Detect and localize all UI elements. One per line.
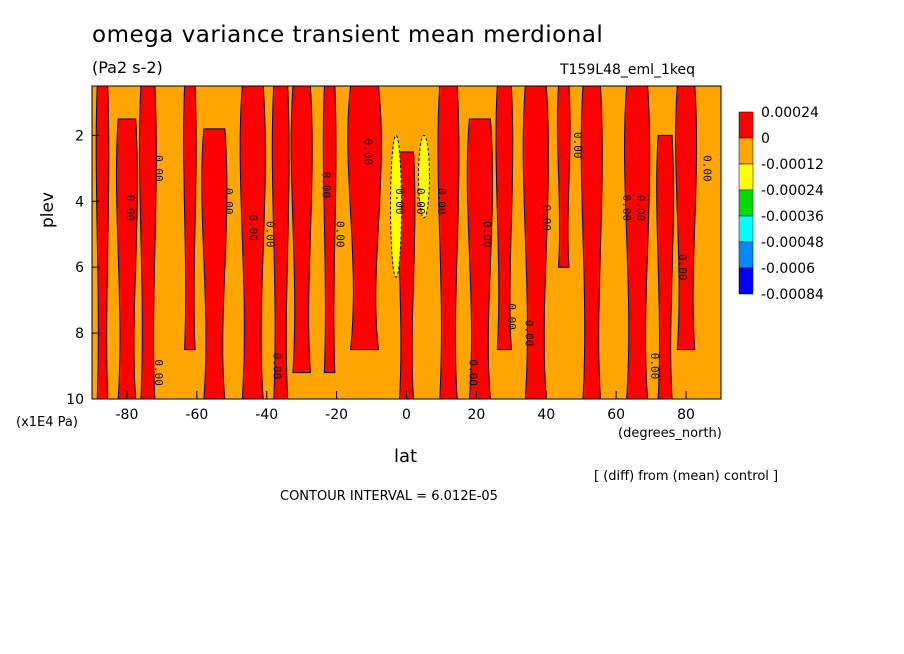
y-axis-units: (x1E4 Pa) [16, 415, 78, 430]
colorbar-swatch [738, 163, 754, 191]
contour-label: 0.00 [571, 132, 584, 159]
positive-band [139, 85, 157, 400]
contour-label: 0.00 [393, 188, 406, 215]
y-tick-label: 2 [75, 128, 84, 144]
colorbar-swatch [738, 137, 754, 165]
positive-band [675, 85, 698, 351]
contour-label: 0.00 [634, 195, 647, 222]
positive-band [239, 85, 266, 400]
chart-title: omega variance transient mean merdional [92, 22, 604, 48]
x-tick-label: 40 [537, 407, 555, 423]
contour-label: 0.00 [271, 353, 284, 380]
chart-units: (Pa2 s-2) [92, 58, 163, 77]
positive-band [201, 128, 228, 400]
x-tick-label: 20 [467, 407, 485, 423]
positive-band [290, 85, 313, 374]
negative-patch [417, 134, 430, 219]
y-tick-label: 4 [75, 194, 84, 210]
contour-label: 0.00 [362, 139, 375, 166]
positive-band [495, 85, 514, 351]
contour-label: 0.00 [264, 221, 277, 248]
contour-label: 0.00 [152, 359, 165, 386]
x-tick-label: -80 [116, 407, 139, 423]
x-tick-label: 0 [402, 407, 411, 423]
contour-label: 0.00 [701, 155, 714, 182]
negative-patch [390, 134, 403, 278]
contour-label: 0.00 [320, 172, 333, 199]
contour-label: 0.00 [505, 303, 518, 330]
contour-label: 0.00 [124, 195, 137, 222]
x-tick-label: 60 [607, 407, 625, 423]
positive-band [95, 85, 110, 400]
x-tick-label: -40 [255, 407, 278, 423]
colorbar-swatch [738, 189, 754, 217]
x-axis-label: lat [394, 446, 418, 467]
colorbar-label: 0 [761, 131, 770, 147]
colorbar-label: -0.00048 [761, 235, 824, 251]
positive-band [322, 85, 337, 374]
contour-label: 0.00 [648, 353, 661, 380]
x-axis-units: (degrees_north) [618, 426, 722, 441]
contour-label: 0.00 [246, 214, 259, 241]
colorbar-label: -0.0006 [761, 261, 815, 277]
colorbar-label: 0.00024 [761, 105, 819, 121]
colorbar-label: -0.00036 [761, 209, 824, 225]
contour-label: 0.00 [620, 195, 633, 222]
contour-label: 0.00 [466, 359, 479, 386]
positive-band [437, 85, 460, 400]
contour-label: 0.00 [676, 254, 689, 281]
colorbar-label: -0.00012 [761, 157, 824, 173]
colorbar-swatch [738, 111, 754, 139]
positive-band [624, 85, 651, 400]
positive-band [347, 85, 382, 351]
contour-label: 0.00 [334, 221, 347, 248]
x-tick-label: -60 [185, 407, 208, 423]
y-tick-label: 10 [66, 392, 84, 408]
contour-label: 0.00 [222, 188, 235, 215]
y-tick-label: 6 [75, 260, 84, 276]
colorbar-swatch [738, 215, 754, 243]
contour-label: 0.00 [480, 221, 493, 248]
colorbar-swatch [738, 241, 754, 269]
difference-note: [ (diff) from (mean) control ] [594, 469, 779, 484]
x-tick-label: 80 [677, 407, 695, 423]
contour-label: 0.00 [414, 188, 427, 215]
positive-band [183, 85, 197, 351]
colorbar-swatch [738, 267, 754, 295]
positive-band [522, 85, 549, 400]
run-id: T159L48_eml_1keq [560, 62, 696, 78]
contour-label: 0.00 [522, 320, 535, 347]
contour-label: 0.00 [435, 188, 448, 215]
contour-label: 0.00 [540, 205, 553, 232]
y-tick-label: 8 [75, 326, 84, 342]
positive-band [115, 118, 138, 400]
positive-band [466, 118, 493, 400]
x-tick-label: -20 [325, 407, 348, 423]
contour-interval: CONTOUR INTERVAL = 6.012E-05 [280, 489, 498, 504]
colorbar-label: -0.00084 [761, 287, 824, 303]
contour-label: 0.00 [152, 155, 165, 182]
colorbar-label: -0.00024 [761, 183, 824, 199]
positive-band [556, 85, 571, 268]
